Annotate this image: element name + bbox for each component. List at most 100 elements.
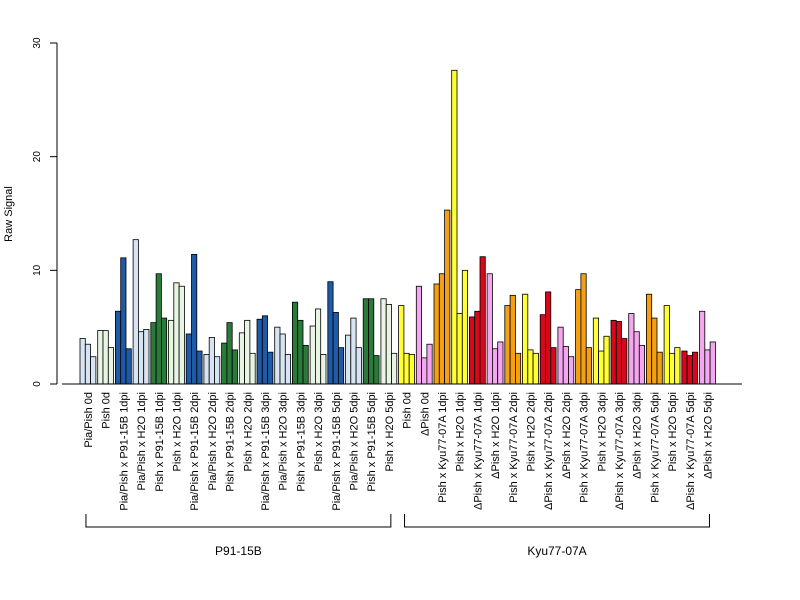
bar: [132, 239, 139, 385]
bar: [380, 298, 387, 385]
x-tick-label: Pish 0d: [402, 392, 414, 429]
bar: [403, 352, 410, 385]
bar: [638, 344, 645, 385]
bar: [557, 326, 564, 385]
category-labels: Pia/Pish 0d Pish 0d Pia/Pish x P91-15B 1dp…: [83, 392, 715, 511]
bar: [497, 341, 504, 385]
bar: [249, 352, 256, 385]
x-tick-label: Pia/Pish x H2O 1dpi: [136, 392, 148, 490]
bar: [415, 285, 422, 385]
bar: [231, 349, 238, 385]
bar: [203, 354, 210, 385]
bar: [137, 331, 145, 385]
bar: [704, 349, 711, 385]
bar: [444, 209, 451, 385]
bar: [522, 293, 529, 385]
y-axis-title: Raw Signal: [3, 186, 15, 242]
bar: [633, 331, 640, 385]
bar: [461, 269, 468, 385]
y-tick-label: 30: [32, 37, 43, 49]
bar: [628, 313, 635, 385]
bar: [97, 330, 104, 385]
x-tick-label: ΔPish x Kyu77-07A 2dpi: [543, 392, 555, 510]
bar: [504, 305, 511, 385]
bar: [362, 298, 369, 385]
bar: [456, 313, 463, 385]
bar: [681, 350, 688, 385]
y-tick-label: 0: [32, 381, 43, 387]
x-tick-label: Pish x H2O 3dpi: [596, 392, 608, 471]
bar: [238, 332, 246, 385]
x-tick-label: Pish x H2O 3dpi: [313, 392, 325, 471]
bar: [592, 317, 599, 385]
bar: [196, 350, 203, 385]
x-tick-label: Pish x P91-15B 5dpi: [366, 392, 378, 492]
bar: [709, 341, 716, 385]
bar: [79, 338, 86, 385]
bar: [575, 289, 582, 385]
bar: [515, 352, 522, 385]
bar: [267, 351, 274, 385]
bar: [115, 310, 122, 385]
y-tick-label: 20: [32, 151, 43, 163]
bar: [669, 352, 676, 385]
bar: [391, 352, 398, 385]
bar: [486, 273, 493, 385]
bar: [562, 346, 569, 385]
x-tick-label: Pish x Kyu77-07A 2dpi: [508, 392, 520, 503]
bar: [332, 311, 339, 385]
bar: [692, 351, 699, 385]
x-tick-label: ΔPish x H2O 1dpi: [490, 392, 502, 479]
x-tick-label: Pish x P91-15B 1dpi: [154, 392, 166, 492]
bar: [686, 355, 693, 385]
bar: [598, 350, 605, 385]
bar: [451, 69, 458, 385]
x-tick-label: Pish x Kyu77-07A 3dpi: [579, 392, 591, 503]
bar: [178, 285, 185, 385]
bar: [143, 329, 150, 385]
x-tick-label: Pish x H2O 2dpi: [242, 392, 254, 471]
bar: [550, 347, 557, 385]
bar: [327, 281, 334, 385]
bar: [368, 298, 375, 385]
bar: [208, 336, 215, 385]
bar: [244, 319, 251, 385]
bar: [674, 347, 681, 385]
bar: [527, 349, 534, 385]
bar: [621, 338, 628, 385]
bar: [261, 315, 268, 385]
x-tick-label: Pia/Pish 0d: [83, 392, 95, 448]
x-tick-label: ΔPish x Kyu77-07A 1dpi: [472, 392, 484, 510]
bar: [646, 293, 653, 385]
x-tick-label: Pia/Pish x H2O 3dpi: [278, 392, 290, 490]
bar: [545, 291, 552, 385]
bar: [107, 347, 115, 385]
x-tick-label: ΔPish x Kyu77-07A 5dpi: [685, 392, 697, 510]
bar: [297, 319, 304, 385]
bar: [539, 314, 546, 385]
x-tick-label: Pish x Kyu77-07A 5dpi: [649, 392, 661, 503]
bar: [345, 334, 352, 385]
group-label: Kyu77-07A: [527, 544, 586, 558]
x-tick-label: Pish x Kyu77-07A 1dpi: [437, 392, 449, 503]
bar: [120, 257, 127, 385]
x-tick-label: Pish 0d: [101, 392, 113, 429]
bar: [125, 348, 132, 385]
bar: [421, 357, 428, 385]
bar: [314, 308, 322, 385]
group-brackets: P91-15B Kyu77-07A: [85, 514, 710, 558]
bar: [408, 354, 415, 385]
bar: [663, 305, 670, 385]
group-label: P91-15B: [215, 544, 262, 558]
bar: [173, 282, 180, 385]
x-tick-label: ΔPish x H2O 2dpi: [561, 392, 573, 479]
bar: [385, 304, 392, 385]
bar: [226, 322, 233, 385]
bar: [438, 273, 445, 385]
bar: [102, 330, 109, 385]
x-tick-label: ΔPish x H2O 5dpi: [702, 392, 714, 479]
bar: [284, 354, 291, 385]
x-tick-label: Pish x P91-15B 2dpi: [225, 392, 237, 492]
bar: [479, 256, 486, 385]
